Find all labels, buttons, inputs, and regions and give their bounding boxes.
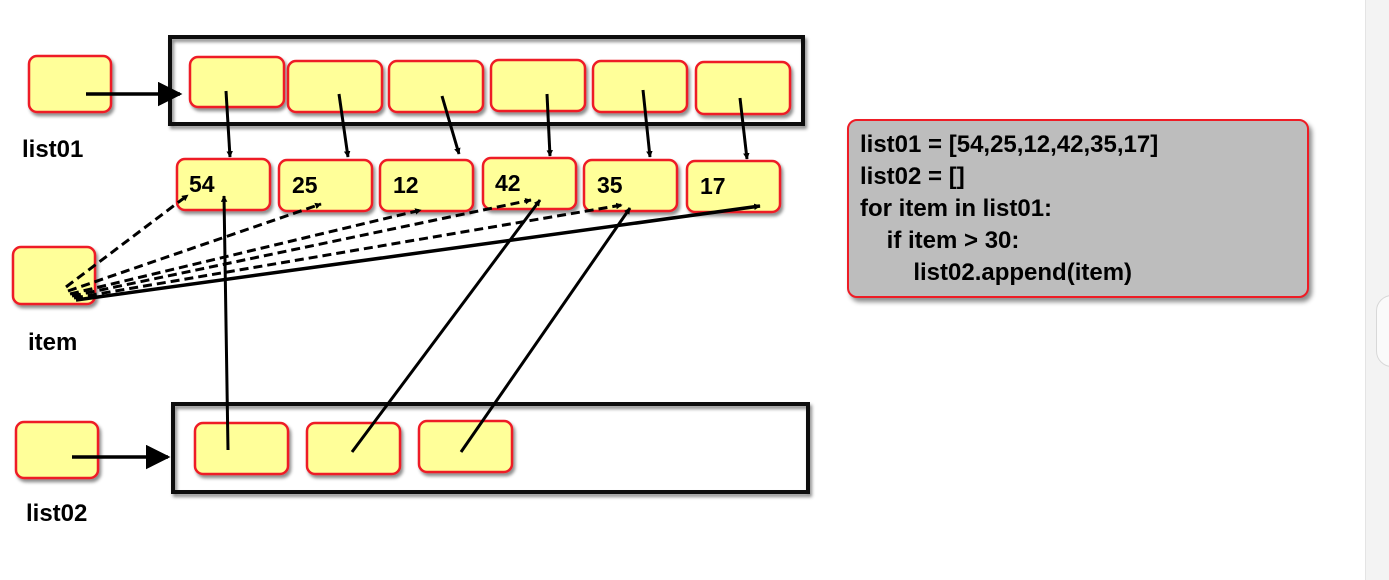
value-label-35: 35 — [597, 172, 623, 198]
code-line: for item in list01: — [860, 193, 1307, 225]
item-iteration-arrow — [66, 195, 188, 287]
list01-variable-cell — [29, 56, 111, 112]
list02-to-value-arrow — [224, 196, 228, 450]
item-iteration-arrow — [68, 204, 321, 291]
list01-slot — [389, 61, 483, 112]
scrollbar[interactable] — [1365, 0, 1389, 580]
code-line: list02 = [] — [860, 161, 1307, 193]
list01-slot — [593, 61, 687, 112]
list01-slot — [190, 57, 284, 107]
code-panel: list01 = [54,25,12,42,35,17] list02 = []… — [847, 119, 1309, 298]
code-line: if item > 30: — [860, 225, 1307, 257]
list01-slot — [491, 60, 585, 111]
list02-variable-cell — [16, 422, 98, 478]
code-line: list02.append(item) — [860, 257, 1307, 289]
value-label-54: 54 — [189, 171, 215, 197]
list02-slot — [195, 423, 288, 474]
value-label-42: 42 — [495, 170, 521, 196]
value-label-12: 12 — [393, 172, 419, 198]
list02-label: list02 — [26, 500, 87, 527]
item-label: item — [28, 329, 77, 356]
list01-label: list01 — [22, 136, 83, 163]
value-label-25: 25 — [292, 172, 318, 198]
scroll-handle[interactable] — [1376, 295, 1389, 367]
value-label-17: 17 — [700, 173, 726, 199]
list01-slot — [696, 62, 790, 114]
list02-to-value-arrow — [352, 200, 540, 452]
code-line: list01 = [54,25,12,42,35,17] — [860, 129, 1307, 161]
item-iteration-arrow — [70, 210, 421, 294]
list01-slot — [288, 61, 382, 112]
